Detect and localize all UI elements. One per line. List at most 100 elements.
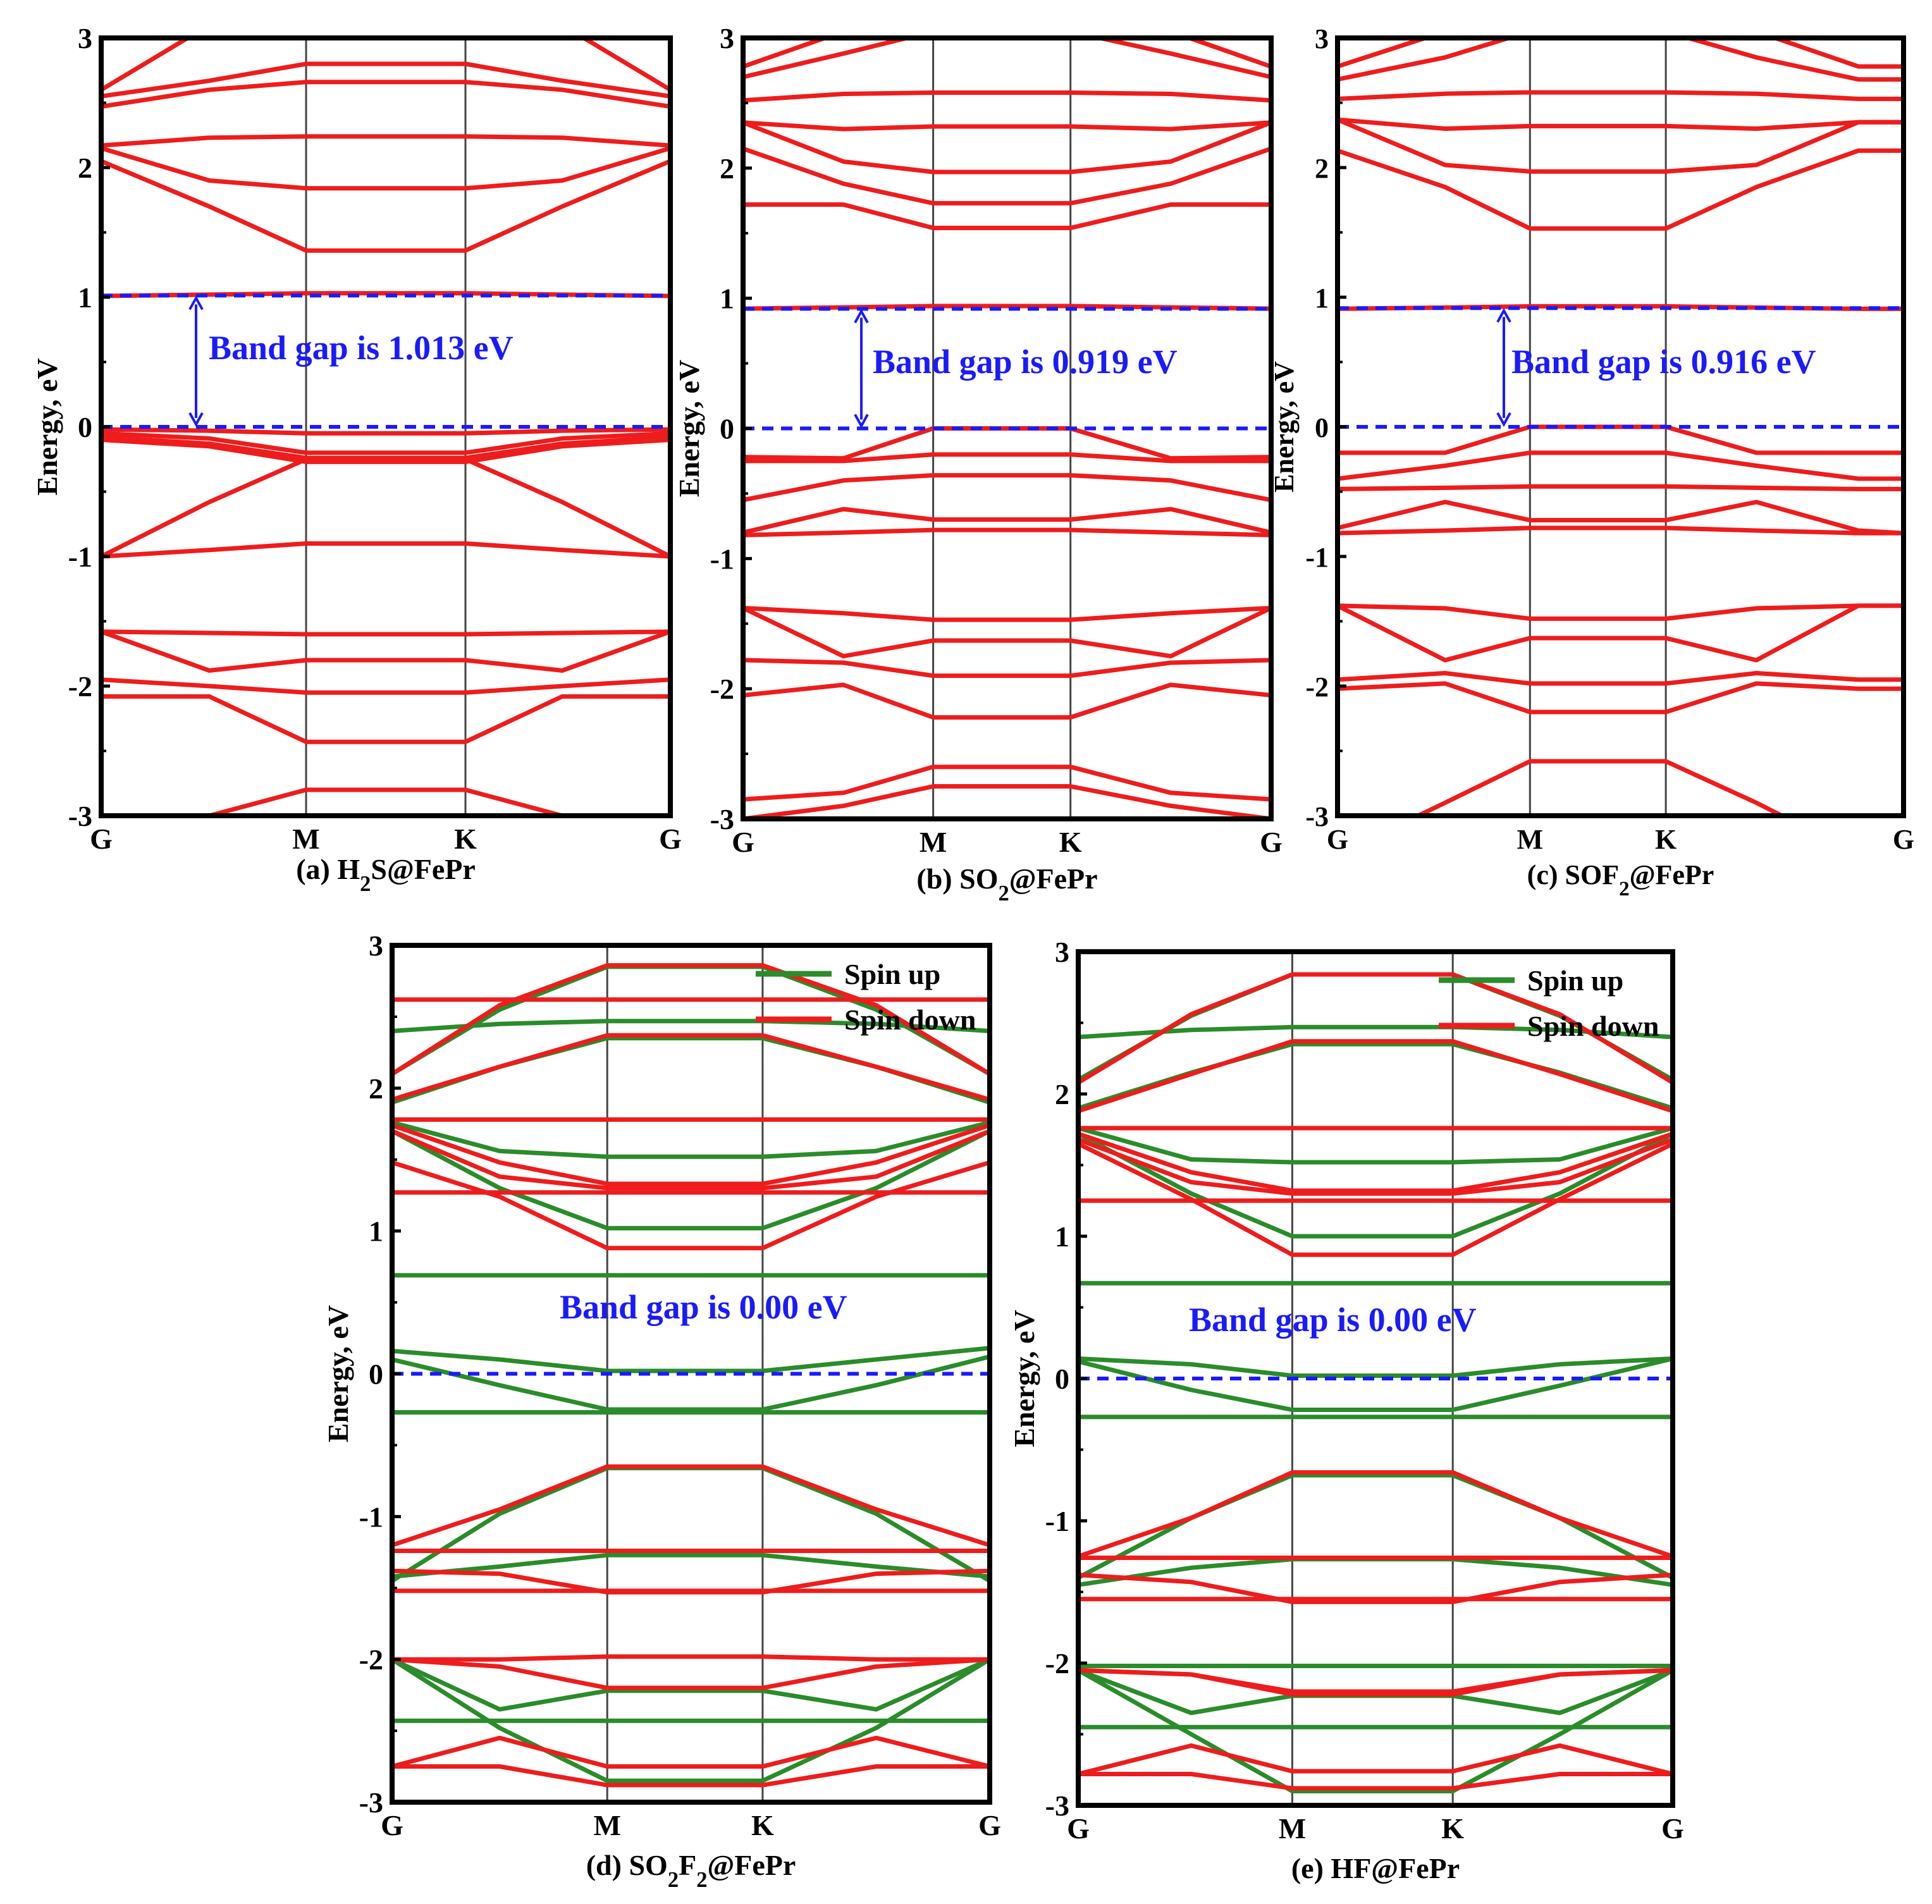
bands	[101, 38, 670, 816]
band-line	[1338, 424, 1904, 455]
spin-down-band-line	[1078, 1131, 1673, 1193]
spin-down-band-line	[392, 1464, 990, 1547]
band-line	[1338, 484, 1904, 491]
y-tick-label: 1	[369, 1215, 383, 1248]
spin-up-band-line	[392, 1466, 990, 1583]
band-line	[743, 426, 1271, 461]
band-gap-annotation: Band gap is 0.00 eV	[1189, 1301, 1477, 1339]
x-tick-label: G	[381, 1809, 403, 1841]
y-tick-label: -3	[359, 1786, 383, 1819]
x-tick-label: G	[1893, 824, 1914, 855]
bands	[743, 38, 1271, 819]
band-line	[743, 507, 1271, 535]
y-tick-label: -2	[68, 670, 92, 703]
y-tick-label: 2	[720, 152, 734, 185]
x-tick-label: M	[920, 826, 947, 858]
spin-down-band-line	[1078, 1743, 1673, 1776]
x-tick-label: G	[1327, 824, 1348, 855]
band-line	[101, 38, 670, 92]
panel-a: Band gap is 1.013 eV 3 2 1 0 -1 -2 -3 Energy, eV…	[31, 22, 682, 896]
spin-down-band-line	[1078, 1470, 1673, 1559]
y-tick-label: -1	[1305, 542, 1329, 573]
y-tick-label: 0	[369, 1358, 383, 1391]
x-tick-label: M	[1517, 824, 1544, 855]
y-tick-label: 0	[78, 411, 92, 443]
x-tick-label: M	[292, 823, 319, 855]
legend-label: Spin up	[844, 958, 940, 990]
spin-down-band-line	[1078, 1573, 1673, 1604]
band-line	[101, 629, 670, 673]
spin-up-band-line	[392, 1120, 990, 1159]
y-tick-label: 1	[1055, 1220, 1069, 1253]
spin-down-band-line	[392, 1129, 990, 1191]
band-line	[101, 694, 670, 744]
y-tick-label: -1	[359, 1501, 383, 1533]
spin-down-band-line	[392, 1764, 990, 1788]
x-tick-label: G	[1260, 826, 1283, 858]
spin-down-band-line	[1078, 1137, 1673, 1196]
y-tick-label: 2	[1315, 153, 1329, 184]
x-tick-label: K	[1655, 824, 1677, 855]
spin-up-band-line	[1078, 1668, 1673, 1793]
panel-caption: (b) SO2@FePr	[916, 863, 1097, 906]
band-line	[101, 80, 670, 109]
band-gap-annotation: Band gap is 0.00 eV	[560, 1288, 847, 1326]
x-tick-label: K	[1059, 826, 1082, 858]
gap-arrow-head-top	[854, 309, 869, 324]
y-tick-label: 3	[1055, 936, 1069, 968]
band-line	[1413, 759, 1787, 816]
spin-up-band-line	[392, 1552, 990, 1579]
band-line	[101, 438, 670, 464]
x-tick-label: M	[593, 1809, 620, 1841]
spin-up-band-line	[1078, 1041, 1673, 1110]
band-line	[101, 457, 670, 559]
panel-caption: (d) SO2F2@FePr	[586, 1849, 796, 1892]
x-tick-label: G	[1067, 1812, 1090, 1845]
legend-label: Spin down	[844, 1004, 976, 1036]
spin-up-band-line	[392, 1354, 990, 1412]
band-line	[1338, 681, 1904, 715]
band-gap-annotation: Band gap is 0.916 eV	[1511, 343, 1816, 381]
spin-up-band-line	[1078, 1473, 1673, 1580]
y-tick-label: 0	[720, 413, 734, 445]
y-tick-label: 1	[78, 281, 92, 314]
y-tick-label: -1	[710, 543, 734, 575]
spin-up-band-line	[392, 1657, 990, 1712]
spin-down-band-line	[1078, 1141, 1673, 1257]
y-tick-label: 1	[1315, 283, 1329, 314]
band-line	[743, 606, 1271, 659]
band-line	[1338, 525, 1904, 536]
panel-d: Band gap is 0.00 eV 3 2 1 0 -1 -2 -3 Energy, eV G…	[322, 930, 1001, 1892]
spin-down-band-line	[1078, 1668, 1673, 1694]
bands	[1338, 38, 1904, 816]
band-line	[101, 677, 670, 695]
spin-down-band-line	[1078, 1039, 1673, 1114]
spin-up-band-line	[1078, 1024, 1673, 1040]
band-line	[1338, 148, 1904, 231]
y-tick-label: -2	[1045, 1647, 1069, 1680]
x-tick-label: G	[732, 826, 754, 858]
panel-caption: (c) SOF2@FePr	[1527, 859, 1714, 900]
y-tick-label: 2	[369, 1072, 383, 1105]
spin-up-band-line	[1078, 1356, 1673, 1378]
y-tick-label: -2	[359, 1643, 383, 1676]
band-line	[101, 431, 670, 455]
band-line	[743, 682, 1271, 720]
band-line	[1338, 603, 1904, 663]
bands	[392, 963, 990, 1788]
band-line	[743, 784, 1271, 819]
band-line	[101, 629, 670, 637]
gap-arrow-head-top	[188, 295, 204, 310]
panel-c: Band gap is 0.916 eV 3 2 1 0 -1 -2 -3 Energy, eV…	[1269, 23, 1914, 900]
band-line	[101, 61, 670, 99]
legend-label: Spin down	[1527, 1010, 1659, 1042]
x-tick-label: G	[978, 1809, 1001, 1841]
band-gap-annotation: Band gap is 0.919 eV	[873, 343, 1178, 381]
band-gap-annotation: Band gap is 1.013 eV	[209, 329, 514, 367]
y-tick-label: 2	[78, 152, 92, 184]
gap-arrow-head-bottom	[854, 414, 869, 429]
spin-up-band-line	[392, 1346, 990, 1373]
panel-b: Band gap is 0.919 eV 3 2 1 0 -1 -2 -3 Energy, eV…	[673, 22, 1283, 906]
spin-down-band-line	[392, 1735, 990, 1769]
